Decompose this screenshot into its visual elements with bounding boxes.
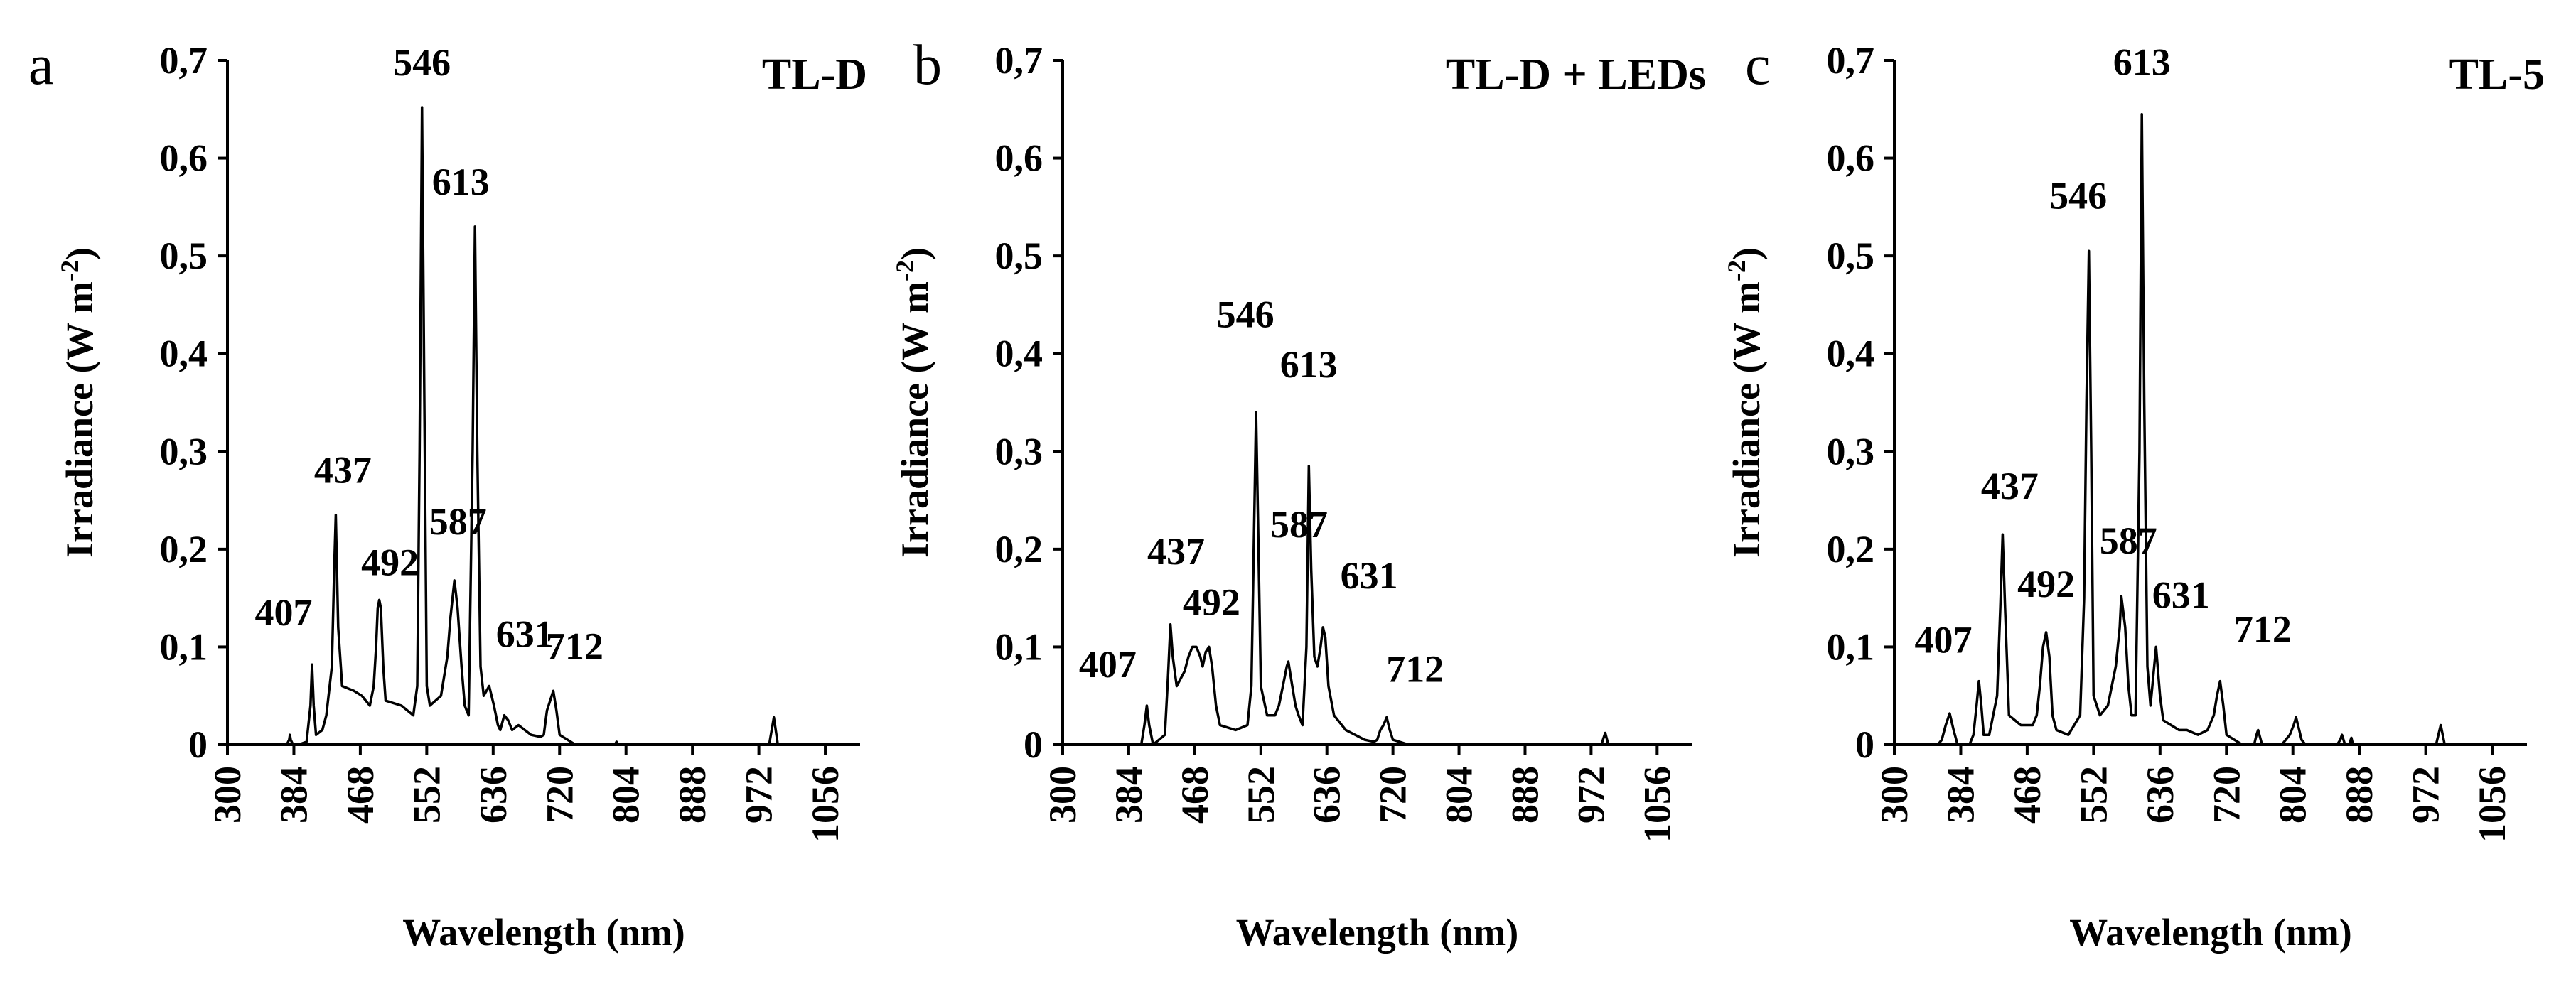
x-tick-label: 804 xyxy=(2272,766,2314,824)
y-tick-label: 0,6 xyxy=(1827,137,1875,180)
y-tick-label: 0,6 xyxy=(160,137,208,180)
chart-title: TL-D xyxy=(762,50,867,99)
panel-letter: b xyxy=(913,34,942,97)
y-tick-label: 0,4 xyxy=(1827,333,1875,375)
y-tick-label: 0,4 xyxy=(995,333,1043,375)
x-tick-label: 552 xyxy=(1240,766,1282,824)
peak-label: 712 xyxy=(546,625,603,667)
x-tick-label: 1056 xyxy=(1636,766,1678,843)
x-tick-label: 636 xyxy=(2139,766,2181,824)
y-tick-label: 0,5 xyxy=(995,234,1043,277)
x-tick-label: 552 xyxy=(2072,766,2115,824)
peak-label: 437 xyxy=(314,449,372,492)
x-tick-label: 888 xyxy=(2338,766,2381,824)
x-tick-label: 300 xyxy=(206,766,249,824)
peak-label: 587 xyxy=(429,500,487,543)
y-tick-label: 0,4 xyxy=(160,333,208,375)
peak-label: 712 xyxy=(2234,608,2292,651)
y-axis-label: Irradiance (W m-2) xyxy=(1722,247,1768,558)
series-line xyxy=(1063,411,1676,746)
y-tick-label: 0,7 xyxy=(1827,39,1875,82)
x-axis-label: Wavelength (nm) xyxy=(1236,911,1519,954)
panel-letter: a xyxy=(28,34,54,97)
x-tick-label: 720 xyxy=(538,766,581,824)
peak-label: 631 xyxy=(496,613,554,655)
y-axis-label: Irradiance (W m-2) xyxy=(891,247,936,558)
y-tick-label: 0 xyxy=(1024,723,1043,766)
peak-label: 492 xyxy=(2017,563,2075,605)
peak-label: 437 xyxy=(1147,530,1205,573)
y-tick-label: 0 xyxy=(188,723,208,766)
peak-label: 631 xyxy=(2152,573,2210,616)
peak-label: 546 xyxy=(2049,174,2107,217)
x-tick-label: 636 xyxy=(472,766,515,824)
x-tick-label: 804 xyxy=(605,766,648,824)
peak-label: 613 xyxy=(1280,343,1338,386)
x-tick-label: 300 xyxy=(1041,766,1084,824)
x-tick-label: 972 xyxy=(738,766,780,824)
x-tick-label: 468 xyxy=(2006,766,2049,824)
y-tick-label: 0,5 xyxy=(160,234,208,277)
peak-label: 631 xyxy=(1341,554,1398,597)
y-tick-label: 0,2 xyxy=(995,528,1043,571)
y-tick-label: 0,3 xyxy=(1827,430,1875,473)
y-tick-label: 0,3 xyxy=(160,430,208,473)
x-tick-label: 888 xyxy=(671,766,714,824)
x-tick-label: 384 xyxy=(272,766,315,824)
y-tick-label: 0,7 xyxy=(160,39,208,82)
peak-label: 437 xyxy=(1981,465,2039,507)
peak-label: 407 xyxy=(1079,643,1137,686)
peak-label: 546 xyxy=(393,41,451,84)
y-tick-label: 0,2 xyxy=(160,528,208,571)
x-tick-label: 804 xyxy=(1438,766,1481,824)
x-tick-label: 552 xyxy=(405,766,448,824)
panel-letter: c xyxy=(1745,34,1771,97)
peak-label: 613 xyxy=(432,161,490,203)
peak-label: 712 xyxy=(1386,647,1444,690)
x-tick-label: 720 xyxy=(2205,766,2248,824)
x-tick-label: 384 xyxy=(1107,766,1150,824)
x-tick-label: 384 xyxy=(1939,766,1982,824)
x-tick-label: 300 xyxy=(1873,766,1916,824)
x-tick-label: 468 xyxy=(1174,766,1216,824)
peak-label: 407 xyxy=(255,591,313,634)
peak-label: 492 xyxy=(1183,581,1240,623)
y-tick-label: 0,1 xyxy=(1827,625,1875,668)
y-tick-label: 0,7 xyxy=(995,39,1043,82)
y-tick-label: 0,6 xyxy=(995,137,1043,180)
chart-panel-c: c TL-5 0 0,1 0,2 0,3 0,4 0,5 0,6 0,7 300 384 468 552 6… xyxy=(1722,34,2545,954)
y-tick-label: 0,1 xyxy=(995,625,1043,668)
x-tick-label: 888 xyxy=(1503,766,1546,824)
y-tick-label: 0 xyxy=(1855,723,1874,766)
x-tick-label: 468 xyxy=(339,766,382,824)
chart-title: TL-5 xyxy=(2449,50,2545,99)
chart-panel-a: a TL-D 0 0,1 0,2 0,3 0,4 0,5 0,6 0,7 300 384 468 552 6… xyxy=(28,34,867,954)
x-tick-label: 972 xyxy=(2405,766,2447,824)
chart-panel-b: b TL-D + LEDs 0 0,1 0,2 0,3 0,4 0,5 0,6 0,7 300 384… xyxy=(891,34,1706,954)
x-tick-label: 720 xyxy=(1372,766,1415,824)
series-line xyxy=(1894,112,2511,746)
peak-label: 587 xyxy=(1270,503,1328,546)
x-tick-label: 1056 xyxy=(804,766,847,843)
peak-label: 407 xyxy=(1915,619,1973,662)
peak-label: 587 xyxy=(2100,519,2157,562)
y-tick-label: 0,5 xyxy=(1827,234,1875,277)
y-tick-label: 0,2 xyxy=(1827,528,1875,571)
x-tick-label: 636 xyxy=(1306,766,1348,824)
y-axis-label: Irradiance (W m-2) xyxy=(55,247,101,558)
y-tick-label: 0,3 xyxy=(995,430,1043,473)
peak-label: 613 xyxy=(2113,41,2171,84)
x-tick-label: 972 xyxy=(1569,766,1612,824)
peak-label: 546 xyxy=(1217,293,1274,335)
series-line xyxy=(227,106,844,746)
x-axis-label: Wavelength (nm) xyxy=(402,911,685,954)
x-axis-label: Wavelength (nm) xyxy=(2069,911,2352,954)
y-tick-label: 0,1 xyxy=(160,625,208,668)
x-tick-label: 1056 xyxy=(2471,766,2513,843)
chart-title: TL-D + LEDs xyxy=(1446,50,1706,99)
peak-label: 492 xyxy=(361,541,419,583)
